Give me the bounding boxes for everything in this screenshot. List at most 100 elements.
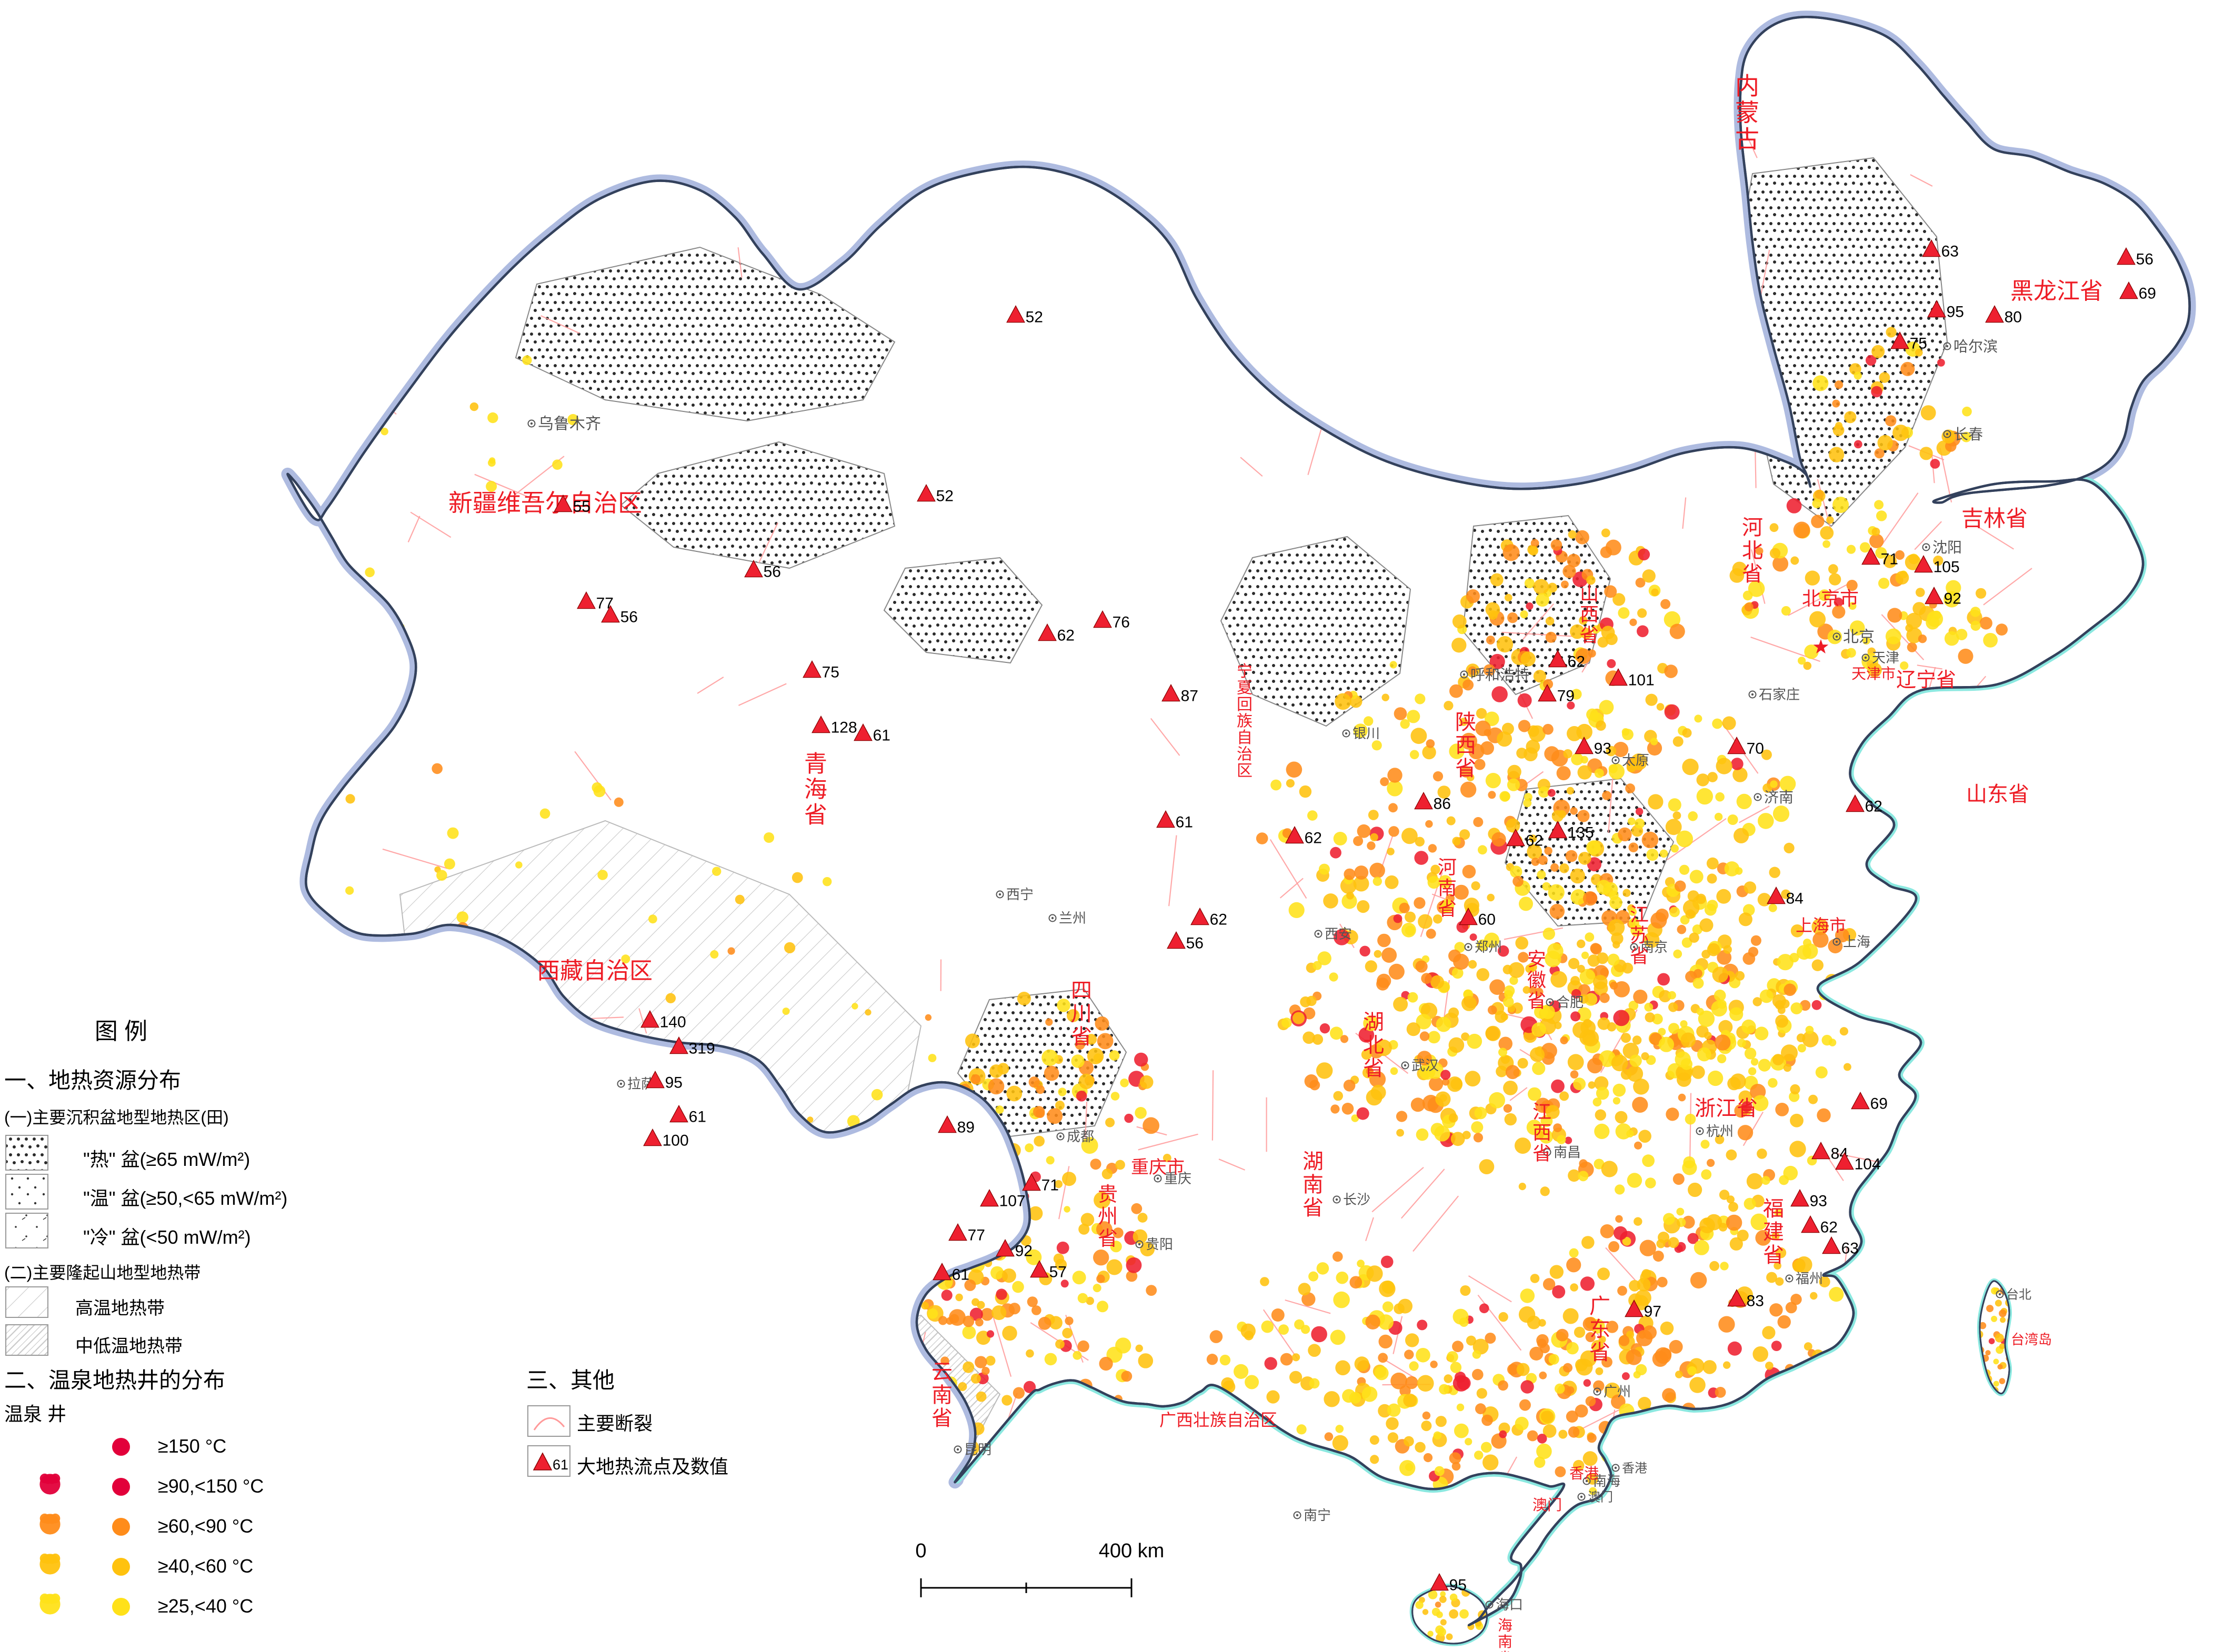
svg-text:84: 84 bbox=[1786, 890, 1804, 908]
svg-text:56: 56 bbox=[1186, 935, 1204, 952]
svg-text:徽: 徽 bbox=[1527, 969, 1546, 991]
svg-text:95: 95 bbox=[1449, 1577, 1467, 1594]
svg-text:70: 70 bbox=[1747, 740, 1764, 758]
svg-text:北京: 北京 bbox=[1843, 629, 1875, 646]
svg-text:61: 61 bbox=[689, 1109, 706, 1126]
svg-text:治: 治 bbox=[1237, 746, 1253, 763]
svg-text:69: 69 bbox=[1870, 1095, 1888, 1113]
svg-text:南: 南 bbox=[1303, 1173, 1324, 1196]
svg-text:104: 104 bbox=[1855, 1156, 1881, 1173]
svg-text:古: 古 bbox=[1735, 126, 1759, 153]
svg-text:温泉 井: 温泉 井 bbox=[4, 1403, 66, 1425]
svg-text:成都: 成都 bbox=[1067, 1129, 1094, 1144]
svg-text:92: 92 bbox=[1015, 1243, 1033, 1260]
svg-text:大地热流点及数值: 大地热流点及数值 bbox=[577, 1456, 728, 1477]
svg-text:苏: 苏 bbox=[1630, 924, 1649, 946]
svg-text:回: 回 bbox=[1237, 696, 1253, 713]
svg-text:北京市: 北京市 bbox=[1802, 588, 1859, 609]
svg-text:兰州: 兰州 bbox=[1059, 910, 1086, 926]
svg-text:69: 69 bbox=[2139, 285, 2156, 303]
svg-text:105: 105 bbox=[1934, 559, 1960, 576]
svg-text:省: 省 bbox=[1098, 1228, 1118, 1250]
svg-text:台北: 台北 bbox=[2006, 1287, 2031, 1302]
svg-text:内: 内 bbox=[1735, 72, 1759, 99]
svg-text:319: 319 bbox=[689, 1040, 715, 1057]
svg-text:海: 海 bbox=[804, 777, 827, 802]
svg-text:128: 128 bbox=[831, 719, 857, 737]
svg-text:400 km: 400 km bbox=[1099, 1540, 1165, 1562]
svg-text:合肥: 合肥 bbox=[1556, 994, 1584, 1010]
svg-text:省: 省 bbox=[1071, 1025, 1092, 1049]
svg-text:上海市: 上海市 bbox=[1796, 916, 1846, 935]
svg-text:青: 青 bbox=[804, 751, 827, 777]
svg-text:52: 52 bbox=[936, 488, 954, 505]
svg-text:省: 省 bbox=[1455, 757, 1476, 780]
svg-text:州: 州 bbox=[1098, 1206, 1118, 1228]
svg-text:省: 省 bbox=[1580, 624, 1599, 646]
svg-text:西: 西 bbox=[1580, 603, 1599, 625]
svg-text:长沙: 长沙 bbox=[1343, 1192, 1370, 1207]
svg-text:南宁: 南宁 bbox=[1304, 1507, 1331, 1523]
svg-text:西宁: 西宁 bbox=[1006, 887, 1034, 902]
svg-text:广西壮族自治区: 广西壮族自治区 bbox=[1159, 1411, 1277, 1429]
svg-text:区: 区 bbox=[1237, 762, 1253, 780]
svg-text:"温" 盆(≥50,<65 mW/m²): "温" 盆(≥50,<65 mW/m²) bbox=[83, 1187, 287, 1209]
svg-text:西: 西 bbox=[1532, 1122, 1551, 1143]
svg-text:杭州: 杭州 bbox=[1706, 1123, 1734, 1139]
svg-text:61: 61 bbox=[873, 727, 890, 744]
svg-text:天津市: 天津市 bbox=[1851, 666, 1896, 682]
svg-text:湖: 湖 bbox=[1363, 1011, 1384, 1034]
svg-text:南昌: 南昌 bbox=[1554, 1144, 1581, 1160]
svg-text:西安: 西安 bbox=[1325, 926, 1352, 942]
svg-text:昆明: 昆明 bbox=[964, 1442, 991, 1457]
svg-text:石家庄: 石家庄 bbox=[1759, 687, 1800, 702]
svg-text:75: 75 bbox=[822, 664, 839, 681]
svg-text:夏: 夏 bbox=[1237, 680, 1253, 697]
svg-text:三、其他: 三、其他 bbox=[526, 1368, 615, 1393]
svg-text:55: 55 bbox=[573, 498, 590, 516]
svg-text:自: 自 bbox=[1237, 729, 1253, 747]
svg-text:银川: 银川 bbox=[1353, 726, 1380, 741]
svg-text:省: 省 bbox=[1630, 945, 1649, 967]
svg-text:河: 河 bbox=[1438, 856, 1457, 878]
svg-text:江: 江 bbox=[1630, 903, 1649, 925]
svg-text:140: 140 bbox=[660, 1014, 686, 1031]
svg-text:西藏自治区: 西藏自治区 bbox=[537, 958, 653, 984]
svg-text:79: 79 bbox=[1557, 688, 1575, 705]
svg-text:(二)主要隆起山地型地热带: (二)主要隆起山地型地热带 bbox=[4, 1263, 201, 1282]
svg-text:吉林省: 吉林省 bbox=[1961, 506, 2028, 531]
svg-text:南: 南 bbox=[1498, 1634, 1512, 1650]
svg-text:60: 60 bbox=[1478, 911, 1496, 929]
svg-text:海口: 海口 bbox=[1496, 1597, 1523, 1613]
svg-text:76: 76 bbox=[1113, 614, 1130, 631]
svg-text:陕: 陕 bbox=[1455, 711, 1476, 734]
svg-text:"冷" 盆(<50 mW/m²): "冷" 盆(<50 mW/m²) bbox=[83, 1226, 251, 1248]
svg-text:省: 省 bbox=[1498, 1650, 1512, 1652]
svg-text:济南: 济南 bbox=[1764, 789, 1794, 805]
svg-text:62: 62 bbox=[1568, 653, 1585, 671]
svg-text:62: 62 bbox=[1526, 832, 1543, 850]
svg-text:61: 61 bbox=[1176, 814, 1193, 831]
svg-text:56: 56 bbox=[620, 609, 638, 626]
svg-text:135: 135 bbox=[1568, 824, 1594, 842]
svg-text:西: 西 bbox=[1455, 734, 1476, 757]
svg-text:南: 南 bbox=[931, 1384, 953, 1407]
svg-text:省: 省 bbox=[804, 802, 827, 828]
svg-text:56: 56 bbox=[2136, 251, 2153, 268]
svg-text:蒙: 蒙 bbox=[1735, 99, 1759, 126]
svg-text:93: 93 bbox=[1594, 740, 1611, 758]
svg-text:62: 62 bbox=[1210, 911, 1227, 929]
svg-text:建: 建 bbox=[1763, 1221, 1784, 1244]
svg-text:62: 62 bbox=[1865, 798, 1882, 815]
svg-text:贵阳: 贵阳 bbox=[1146, 1236, 1173, 1252]
svg-text:75: 75 bbox=[1910, 335, 1927, 352]
svg-text:92: 92 bbox=[1944, 590, 1961, 608]
svg-text:香港: 香港 bbox=[1569, 1465, 1599, 1482]
svg-text:江: 江 bbox=[1532, 1101, 1551, 1122]
svg-text:77: 77 bbox=[968, 1227, 985, 1244]
svg-text:南: 南 bbox=[1438, 877, 1457, 899]
svg-text:52: 52 bbox=[1026, 309, 1043, 326]
svg-text:澳门: 澳门 bbox=[1588, 1490, 1613, 1504]
svg-text:≥150 °C: ≥150 °C bbox=[158, 1435, 226, 1457]
svg-text:80: 80 bbox=[2005, 309, 2022, 326]
